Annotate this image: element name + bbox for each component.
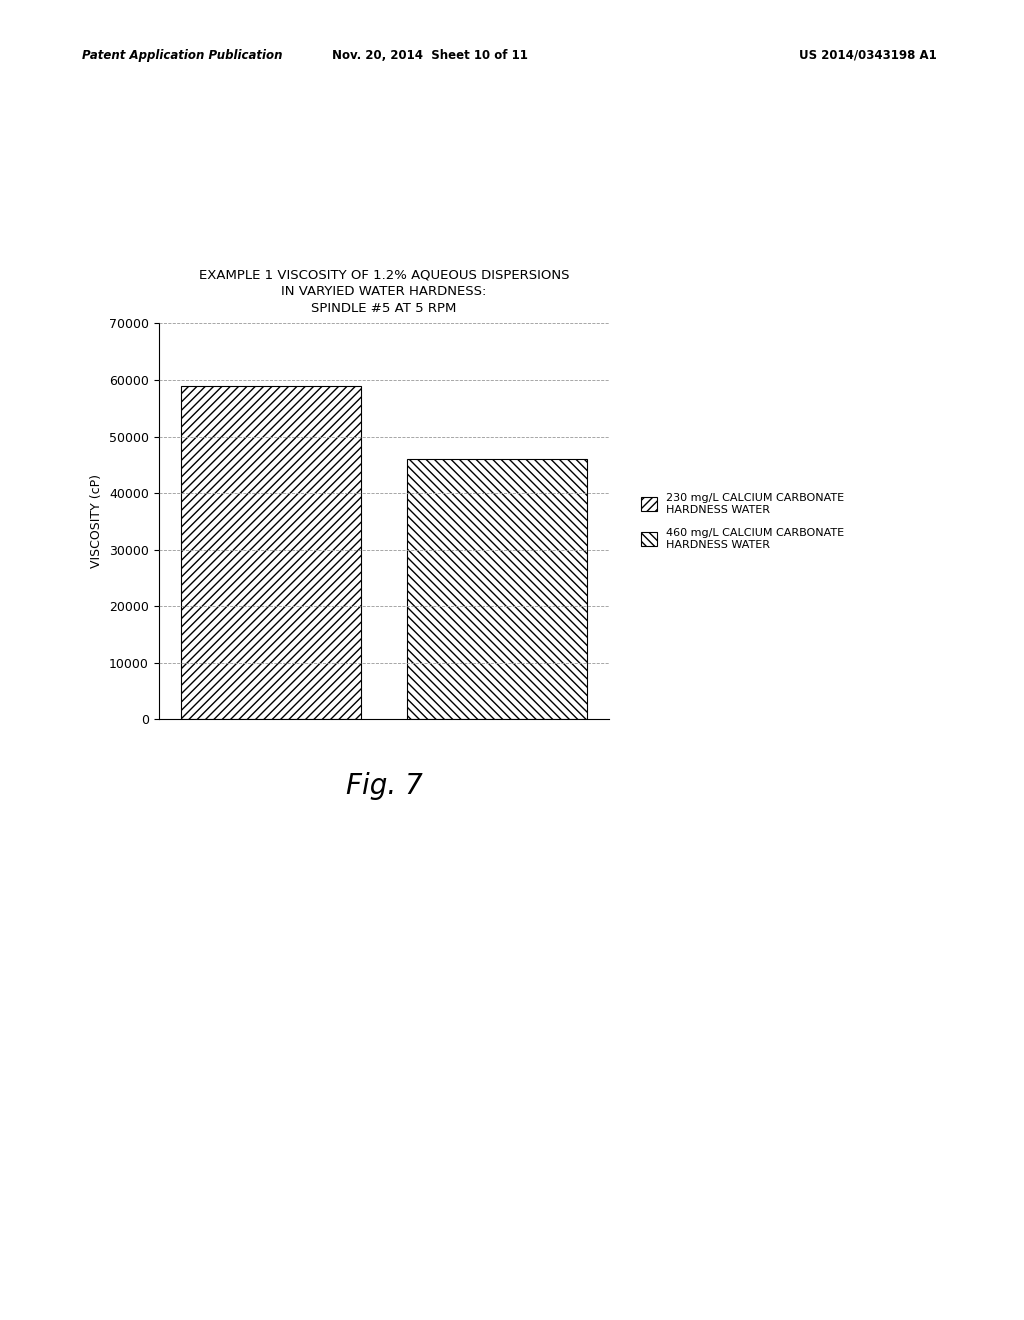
Text: Fig. 7: Fig. 7 xyxy=(346,772,422,800)
Text: US 2014/0343198 A1: US 2014/0343198 A1 xyxy=(799,49,937,62)
Y-axis label: VISCOSITY (cP): VISCOSITY (cP) xyxy=(90,474,103,569)
Text: Patent Application Publication: Patent Application Publication xyxy=(82,49,283,62)
Bar xyxy=(407,459,587,719)
Bar xyxy=(181,385,361,719)
Legend: 230 mg/L CALCIUM CARBONATE
HARDNESS WATER, 460 mg/L CALCIUM CARBONATE
HARDNESS W: 230 mg/L CALCIUM CARBONATE HARDNESS WATE… xyxy=(637,490,848,553)
Text: Nov. 20, 2014  Sheet 10 of 11: Nov. 20, 2014 Sheet 10 of 11 xyxy=(332,49,528,62)
Title: EXAMPLE 1 VISCOSITY OF 1.2% AQUEOUS DISPERSIONS
IN VARYIED WATER HARDNESS:
SPIND: EXAMPLE 1 VISCOSITY OF 1.2% AQUEOUS DISP… xyxy=(199,268,569,315)
